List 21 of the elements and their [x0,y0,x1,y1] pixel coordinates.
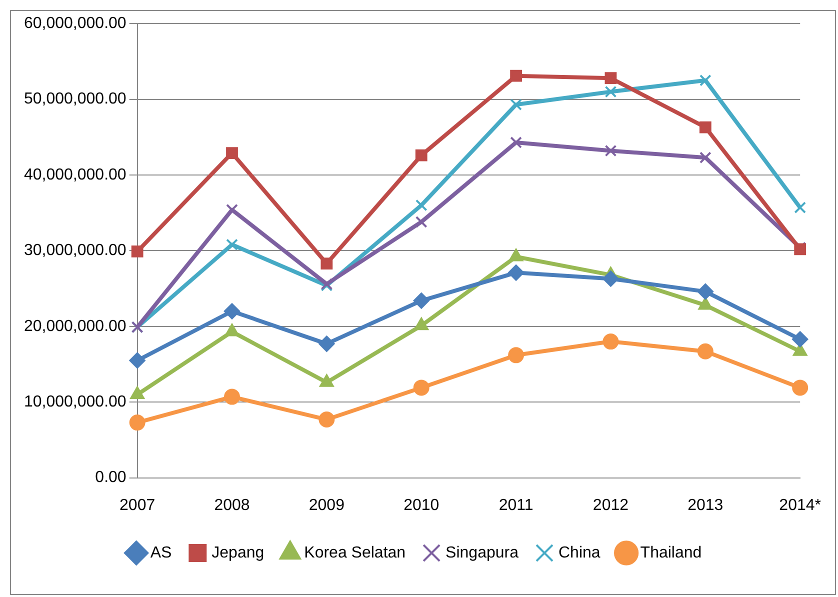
y-tick-label: 10,000,000.00 [24,394,126,411]
x-tick-label: 2010 [404,496,440,514]
legend-label: China [558,544,600,562]
y-tick-label: 50,000,000.00 [24,90,126,108]
legend-label: Thailand [640,544,702,562]
legend-label: AS [150,544,172,562]
x-tick-label: 2011 [498,496,534,514]
y-tick-label: 30,000,000.00 [24,242,126,260]
x-tick-label: 2014* [779,496,822,514]
x-tick-label: 2007 [120,496,156,514]
legend-label: Korea Selatan [304,544,406,562]
y-tick-label: 60,000,000.00 [24,15,126,32]
x-tick-label: 2012 [592,496,629,514]
x-tick-label: 2009 [308,496,345,514]
x-tick-label: 2008 [214,496,250,514]
x-tick-label: 2013 [688,496,724,514]
y-tick-label: 40,000,000.00 [24,166,126,184]
legend-label: Jepang [212,544,264,562]
y-tick-label: 0.00 [95,469,126,486]
y-tick-label: 20,000,000.00 [24,318,126,335]
legend-label: Singapura [446,544,519,562]
